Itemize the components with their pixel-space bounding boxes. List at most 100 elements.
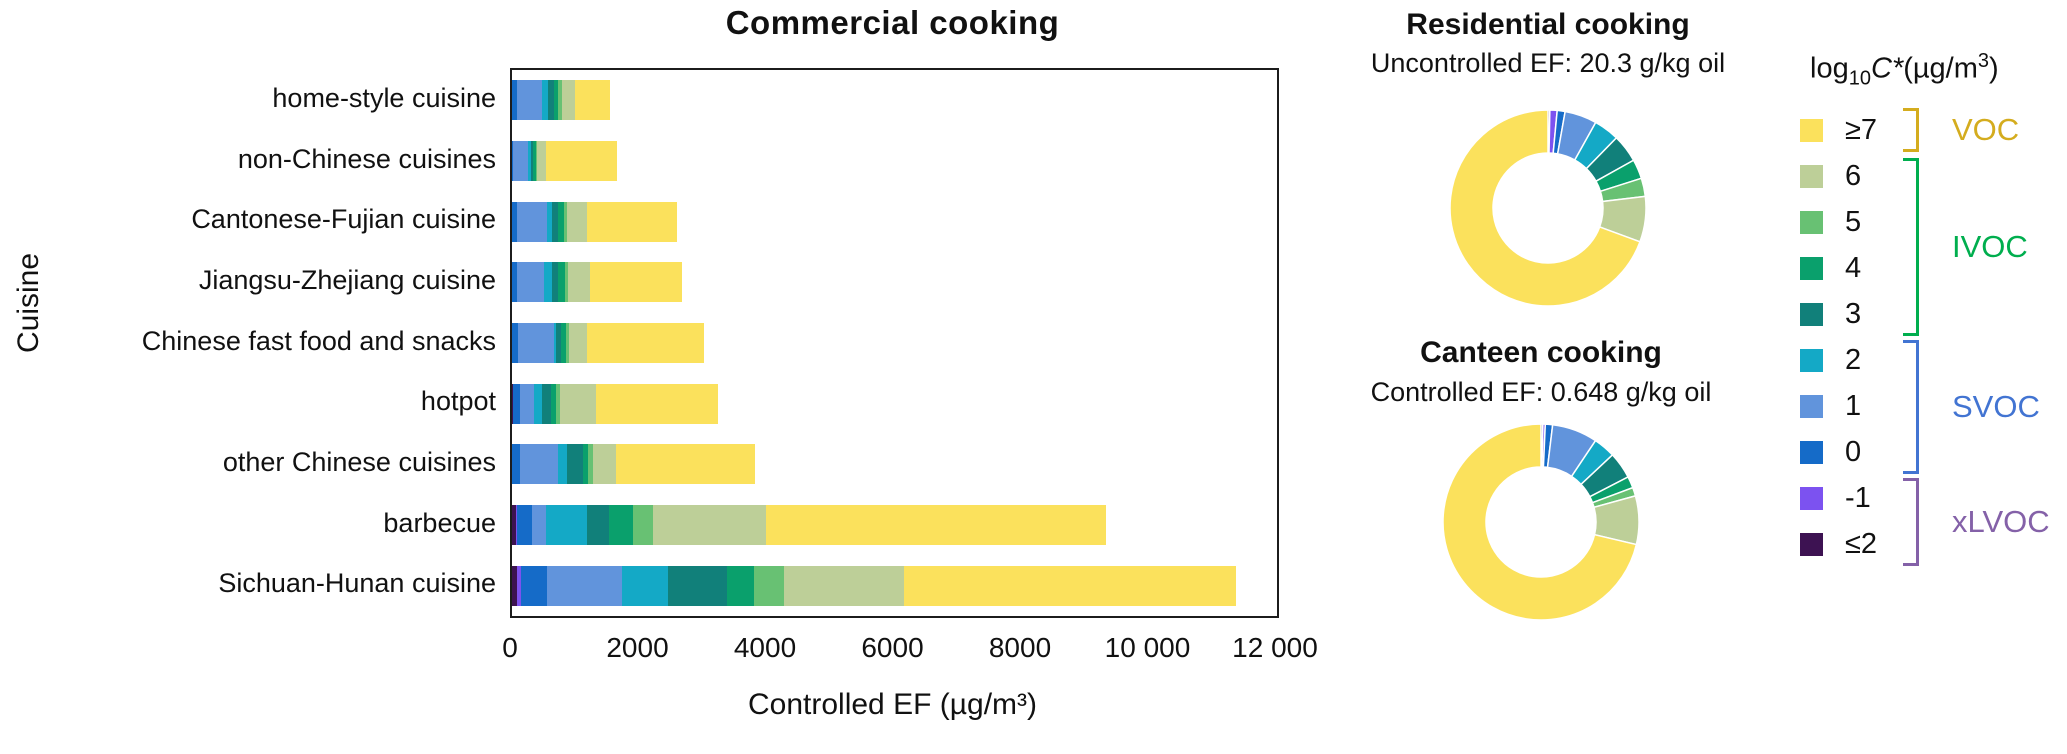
category-label: Cantonese-Fujian cuisine (191, 204, 496, 235)
commercial-chart-title: Commercial cooking (725, 4, 1060, 41)
bar-segment-bin-4 (533, 141, 536, 181)
x-tick-label: 6000 (861, 632, 924, 663)
bar-segment-bin-2 (554, 323, 556, 364)
legend-item-0: 0 (1800, 436, 1861, 468)
legend-swatch-3 (1800, 302, 1823, 326)
x-tick-label: 2000 (606, 632, 669, 663)
legend-label: 2 (1845, 343, 1862, 376)
legend-label: -1 (1845, 481, 1871, 514)
bracket-svoc (1903, 340, 1919, 474)
bar-segment-bin-1 (519, 444, 558, 485)
bar-segment-bin-6 (537, 141, 547, 181)
group-label-ivoc: IVOC (1952, 229, 2028, 264)
bar-segment-bin-6 (568, 323, 588, 364)
bar-segment-bin-1 (531, 505, 546, 546)
bar-segment-bin-4 (551, 383, 557, 424)
canteen-donut-chart (1442, 423, 1640, 621)
legend-item-5: 5 (1800, 206, 1861, 238)
x-tick-label: 10 000 (1104, 632, 1191, 663)
bar-segment-bin-5 (535, 141, 538, 181)
x-tick-label: 12 000 (1232, 632, 1318, 663)
canteen-donut-title: Canteen cooking (1420, 336, 1662, 369)
bar-segment-bin--1 (516, 565, 521, 606)
bar-segment-bin-6 (652, 505, 766, 546)
legend-label: 3 (1845, 297, 1862, 330)
bar-segment-bin-≥7 (587, 323, 705, 364)
bar-segment-bin-4 (583, 444, 589, 485)
bar-segment-bin-1 (518, 323, 555, 364)
bar-stack-6 (512, 383, 1277, 424)
bar-stack-7 (512, 444, 1277, 485)
canteen-donut-subtitle: Controlled EF: 0.648 g/kg oil (1370, 377, 1712, 407)
legend-label: 0 (1845, 435, 1862, 468)
bar-segment-bin-2 (527, 141, 531, 181)
category-label: Sichuan-Hunan cuisine (218, 568, 496, 599)
legend-title-superscript: 3 (1977, 50, 1990, 72)
legend-item--1: -1 (1800, 482, 1871, 514)
bar-segment-bin-2 (545, 505, 587, 546)
bar-segment-bin-5 (565, 323, 569, 364)
bar-segment-bin-3 (586, 505, 609, 546)
group-label-svoc: SVOC (1952, 389, 2040, 424)
legend-label: ≤2 (1845, 527, 1878, 560)
bar-stack-8 (512, 505, 1277, 546)
bar-segment-bin-0 (520, 565, 548, 606)
bar-row (512, 373, 1277, 434)
bar-segment-bin-5 (588, 444, 594, 485)
bar-segment-bin-≤2 (512, 565, 517, 606)
bar-row (512, 313, 1277, 374)
bar-segment-bin-0 (512, 201, 518, 242)
legend-swatch-4 (1800, 256, 1823, 280)
bar-row (512, 434, 1277, 495)
x-tick-label: 8000 (988, 632, 1052, 663)
bar-row (512, 131, 1277, 192)
bar-segment-bin-6 (560, 383, 596, 424)
bar-segment-bin-4 (558, 201, 564, 242)
legend-swatch-5 (1800, 210, 1823, 234)
bar-segment-bin-6 (784, 565, 904, 606)
bar-row (512, 191, 1277, 252)
legend-item-≤2: ≤2 (1800, 528, 1877, 560)
bar-segment-bin-0 (512, 80, 517, 121)
bar-segment-bin-2 (546, 201, 552, 242)
legend-item-3: 3 (1800, 298, 1861, 330)
bar-segment-bin-1 (519, 383, 534, 424)
legend-item-4: 4 (1800, 252, 1861, 284)
bar-segment-bin-≤2 (512, 505, 516, 546)
legend-swatch-1 (1800, 394, 1823, 418)
bar-stack-4 (512, 262, 1277, 303)
bar-segment-bin--1 (515, 505, 518, 546)
legend-item-6: 6 (1800, 160, 1861, 192)
legend-item-2: 2 (1800, 344, 1861, 376)
bar-stack-2 (512, 141, 1277, 181)
bar-segment-bin-3 (667, 565, 728, 606)
x-axis-title: Controlled EF (µg/m³) (747, 688, 1037, 721)
bar-segment-bin-0 (512, 141, 514, 181)
donut-slice-bin-≥7 (1442, 423, 1638, 621)
bar-segment-bin-≥7 (615, 444, 756, 485)
bar-segment-bin-2 (544, 262, 553, 303)
bracket-ivoc (1903, 158, 1919, 336)
legend-title: log10C*(µg/m3) (1810, 50, 1999, 90)
bar-row (512, 555, 1277, 616)
bar-segment-bin-3 (552, 262, 559, 303)
bar-segment-bin-6 (561, 80, 576, 121)
bar-segment-bin-≥7 (904, 565, 1237, 606)
legend-title-cstar: C* (1870, 52, 1904, 85)
category-label: barbecue (383, 507, 496, 538)
bar-segment-bin-3 (551, 201, 559, 242)
bar-row (512, 495, 1277, 556)
bar-segment-bin-5 (557, 80, 562, 121)
bar-segment-bin-3 (555, 323, 561, 364)
bar-segment-bin-3 (530, 141, 534, 181)
category-label: hotpot (420, 386, 496, 417)
bar-segment-bin-5 (754, 565, 785, 606)
bar-segment-bin-0 (512, 262, 518, 303)
legend-label: 1 (1845, 389, 1862, 422)
bar-segment-bin-2 (533, 383, 543, 424)
category-label: Chinese fast food and snacks (141, 325, 496, 356)
legend-label: 5 (1845, 205, 1862, 238)
legend-label: 6 (1845, 159, 1862, 192)
bar-segment-bin-2 (542, 80, 549, 121)
